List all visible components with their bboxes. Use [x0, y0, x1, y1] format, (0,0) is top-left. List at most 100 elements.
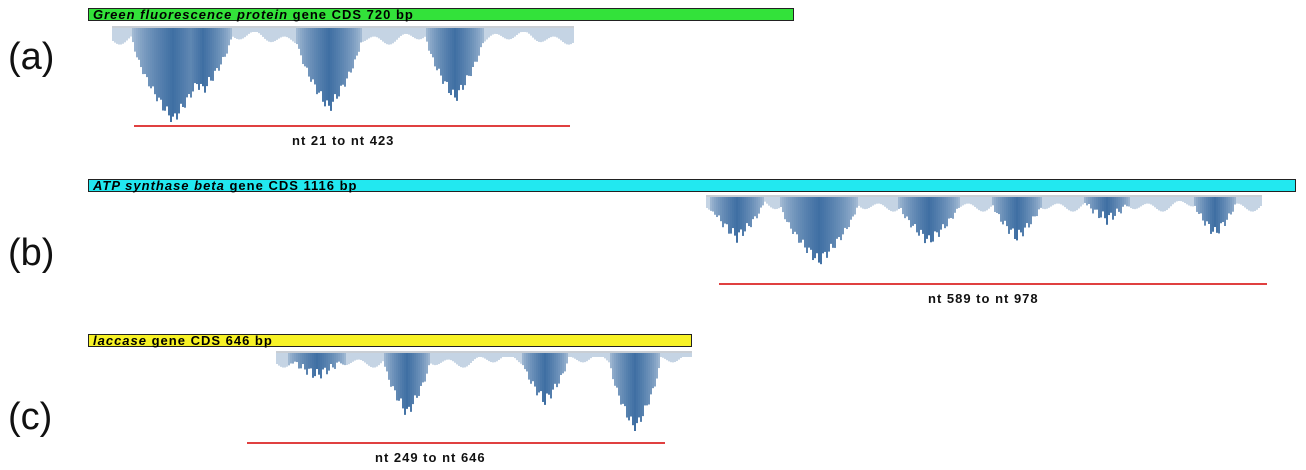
coverage-column — [284, 353, 286, 368]
coverage-column — [568, 353, 570, 357]
coverage-baseline — [706, 195, 1262, 197]
coverage-column — [1036, 197, 1038, 217]
coverage-column — [524, 28, 526, 32]
coverage-column — [1126, 197, 1128, 207]
coverage-column — [750, 197, 752, 228]
coverage-column — [214, 28, 216, 71]
coverage-column — [408, 28, 410, 35]
coverage-column — [372, 28, 374, 37]
coverage-column — [1106, 197, 1108, 225]
coverage-column — [666, 353, 668, 361]
coverage-column — [352, 28, 354, 69]
coverage-column — [948, 197, 950, 219]
coverage-column — [286, 28, 288, 38]
coverage-column — [388, 28, 390, 45]
coverage-column — [398, 28, 400, 38]
coverage-column — [376, 28, 378, 38]
coverage-column — [404, 353, 406, 415]
coverage-column — [894, 197, 896, 212]
coverage-column — [162, 28, 164, 111]
coverage-column — [458, 28, 460, 91]
coverage-column — [222, 28, 224, 57]
coverage-column — [714, 197, 716, 215]
coverage-column — [400, 28, 402, 36]
coverage-profile-b — [706, 195, 1262, 265]
coverage-column — [768, 197, 770, 206]
coverage-column — [294, 353, 296, 362]
coverage-column — [980, 197, 982, 212]
coverage-column — [454, 353, 456, 363]
coverage-column — [318, 28, 320, 93]
coverage-column — [762, 197, 764, 206]
coverage-column — [1152, 197, 1154, 206]
coverage-column — [938, 197, 940, 237]
coverage-column — [928, 197, 930, 236]
coverage-column — [816, 197, 818, 254]
coverage-column — [1068, 197, 1070, 211]
coverage-column — [760, 197, 762, 208]
coverage-column — [990, 197, 992, 207]
coverage-column — [370, 28, 372, 38]
coverage-column — [262, 28, 264, 37]
coverage-column — [1084, 197, 1086, 204]
coverage-column — [1220, 197, 1222, 224]
coverage-column — [144, 28, 146, 75]
coverage-column — [134, 28, 136, 52]
coverage-column — [344, 353, 346, 366]
coverage-column — [1040, 197, 1042, 208]
coverage-column — [234, 28, 236, 38]
coverage-column — [548, 28, 550, 39]
coverage-column — [306, 353, 308, 375]
coverage-column — [588, 353, 590, 360]
coverage-column — [1224, 197, 1226, 226]
coverage-column — [218, 28, 220, 71]
coverage-column — [370, 353, 372, 367]
coverage-column — [724, 197, 726, 224]
coverage-column — [996, 197, 998, 213]
range-text-c: nt 249 to nt 646 — [375, 450, 486, 465]
coverage-column — [238, 28, 240, 40]
coverage-column — [544, 353, 546, 405]
coverage-column — [986, 197, 988, 211]
coverage-column — [1244, 197, 1246, 208]
coverage-column — [374, 353, 376, 368]
coverage-column — [130, 28, 132, 37]
coverage-column — [396, 353, 398, 401]
coverage-column — [808, 197, 810, 248]
coverage-column — [682, 353, 684, 357]
coverage-column — [432, 28, 434, 58]
coverage-column — [580, 353, 582, 363]
coverage-column — [778, 197, 780, 209]
coverage-column — [1090, 197, 1092, 209]
coverage-column — [1142, 197, 1144, 206]
gene-description: gene CDS 1116 bp — [224, 178, 358, 193]
coverage-column — [198, 28, 200, 90]
coverage-column — [812, 197, 814, 261]
coverage-column — [350, 353, 352, 364]
coverage-column — [874, 197, 876, 205]
coverage-column — [542, 353, 544, 402]
coverage-column — [320, 353, 322, 379]
coverage-column — [518, 353, 520, 363]
coverage-column — [526, 28, 528, 33]
coverage-column — [468, 353, 470, 365]
coverage-column — [658, 353, 660, 369]
coverage-column — [494, 353, 496, 363]
coverage-column — [626, 353, 628, 418]
coverage-column — [882, 197, 884, 206]
coverage-column — [558, 353, 560, 384]
coverage-column — [196, 28, 198, 85]
coverage-column — [544, 28, 546, 41]
coverage-column — [594, 353, 596, 357]
coverage-column — [862, 197, 864, 209]
coverage-column — [940, 197, 942, 230]
coverage-column — [886, 197, 888, 209]
coverage-column — [444, 353, 446, 361]
coverage-column — [1076, 197, 1078, 211]
coverage-column — [386, 28, 388, 45]
coverage-column — [672, 353, 674, 363]
coverage-column — [424, 353, 426, 382]
coverage-column — [748, 197, 750, 227]
coverage-column — [676, 353, 678, 362]
coverage-column — [706, 197, 708, 208]
